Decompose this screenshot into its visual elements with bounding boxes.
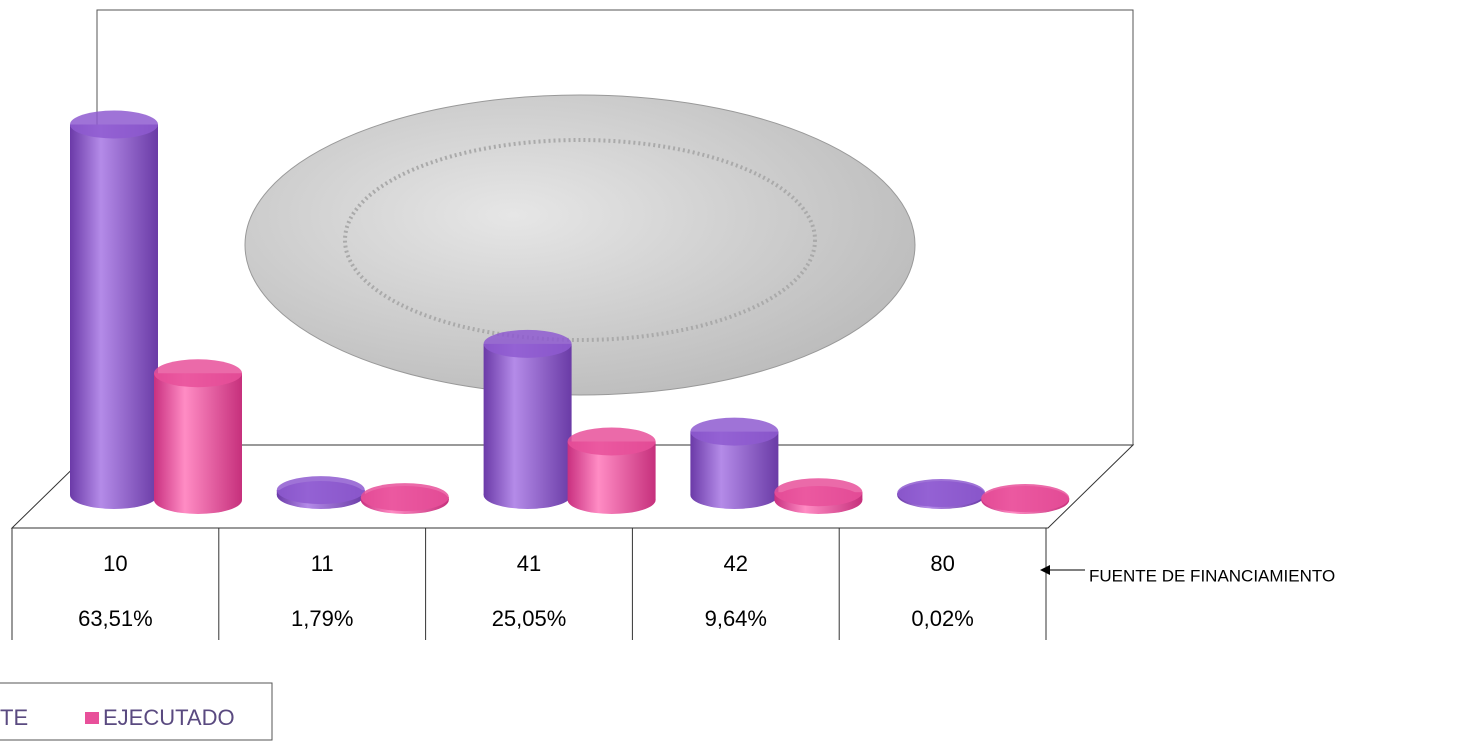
bar-top bbox=[567, 427, 656, 456]
bar-body bbox=[70, 124, 158, 495]
bar-top bbox=[483, 329, 572, 358]
bar-top bbox=[360, 483, 449, 512]
bar bbox=[276, 476, 365, 509]
legend-items: TE EJECUTADO bbox=[0, 705, 235, 730]
bar bbox=[981, 484, 1070, 514]
legend-marker bbox=[85, 712, 99, 724]
bar bbox=[774, 478, 863, 514]
percentage-label: 25,05% bbox=[492, 606, 567, 631]
bar bbox=[483, 329, 572, 509]
category-table: 10 63,51% 11 1,79% 41 25,05% 42 9,64% 80 0,02% bbox=[11, 528, 1047, 640]
category-label: 10 bbox=[103, 551, 127, 576]
bar-body bbox=[483, 343, 572, 495]
legend-label: TE bbox=[0, 705, 28, 730]
bars bbox=[70, 110, 1070, 514]
bar bbox=[690, 417, 779, 509]
bar-top bbox=[897, 479, 986, 508]
bar bbox=[360, 483, 449, 514]
bar bbox=[897, 479, 986, 509]
category-label: 42 bbox=[724, 551, 748, 576]
percentage-label: 0,02% bbox=[911, 606, 973, 631]
category-label: 80 bbox=[930, 551, 954, 576]
percentage-label: 63,51% bbox=[78, 606, 153, 631]
percentage-label: 1,79% bbox=[291, 606, 353, 631]
bar-body bbox=[154, 373, 242, 500]
arrow-head bbox=[1040, 565, 1050, 575]
category-label: 41 bbox=[517, 551, 541, 576]
percentage-label: 9,64% bbox=[705, 606, 767, 631]
legend bbox=[0, 682, 273, 741]
category-label: 11 bbox=[311, 551, 334, 576]
bar-top bbox=[154, 359, 242, 388]
annotation: FUENTE DE FINANCIAMIENTO bbox=[1089, 566, 1335, 585]
bar-top bbox=[70, 110, 158, 139]
bar-top bbox=[690, 417, 779, 446]
bar-top bbox=[981, 484, 1070, 513]
bar-top bbox=[774, 478, 863, 507]
bar bbox=[154, 359, 242, 514]
bar-top bbox=[276, 476, 365, 505]
legend-label: EJECUTADO bbox=[103, 705, 235, 730]
bar bbox=[70, 110, 158, 509]
coin-image bbox=[244, 94, 916, 396]
bar bbox=[567, 427, 656, 514]
